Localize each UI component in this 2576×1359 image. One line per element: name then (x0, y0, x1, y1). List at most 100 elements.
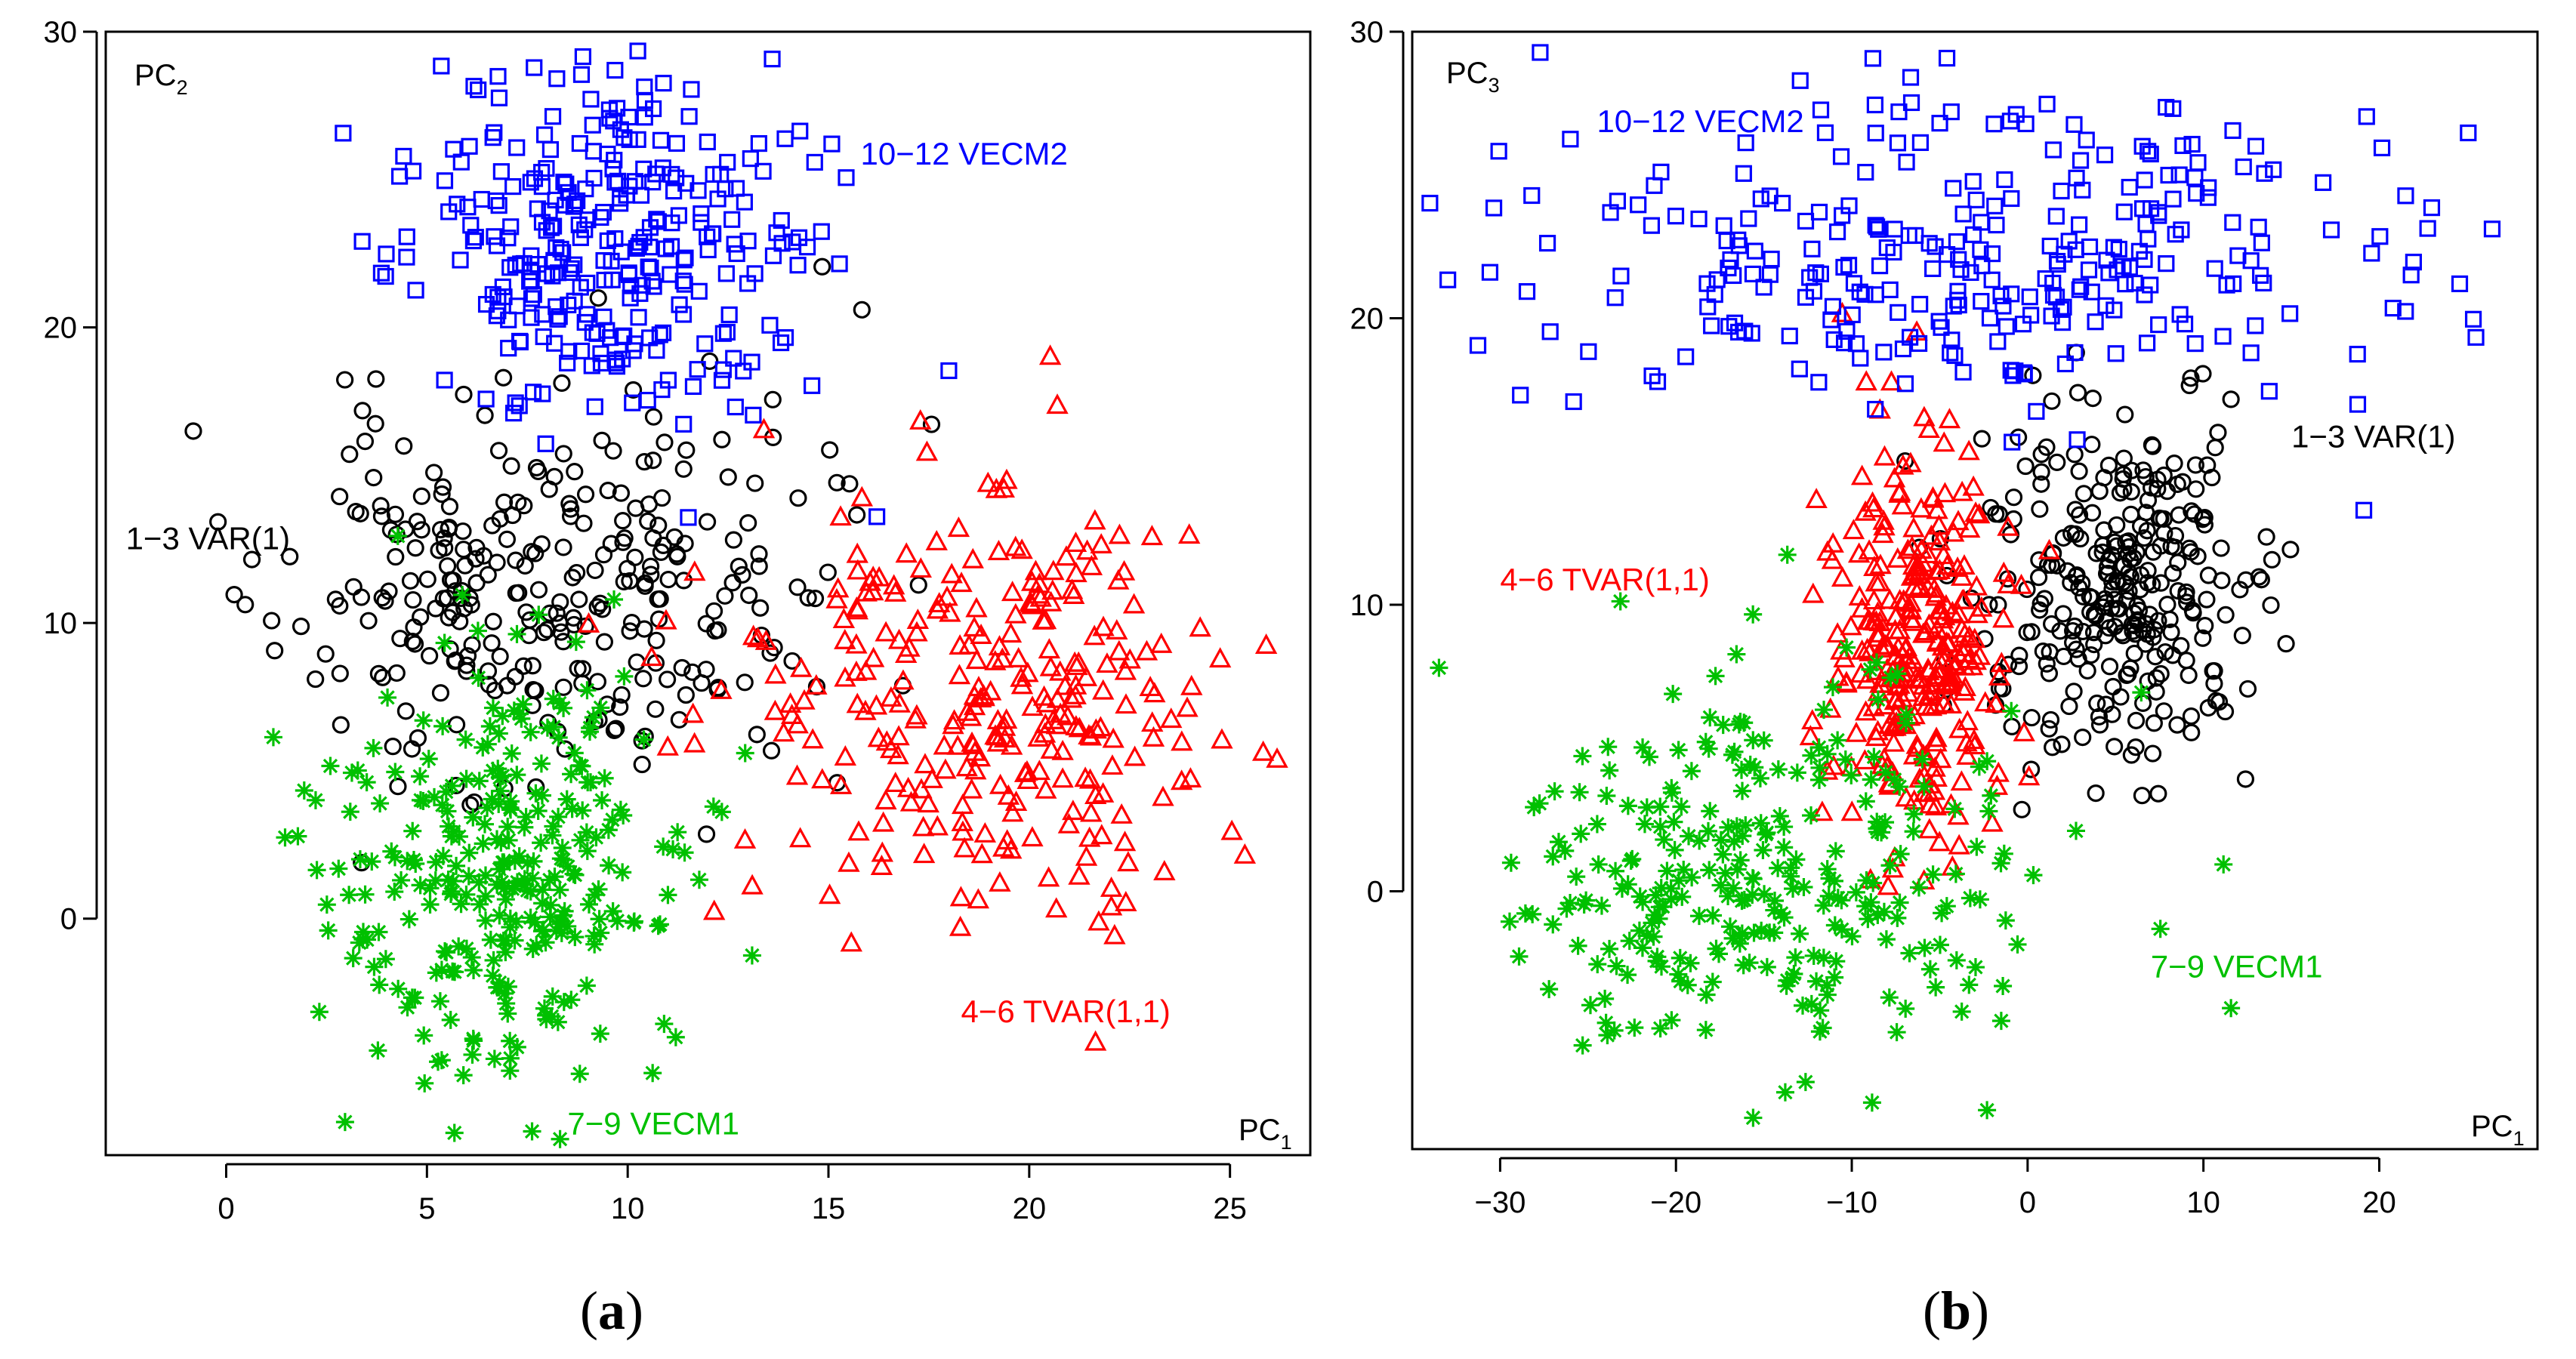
triangle-marker (1938, 408, 1961, 429)
triangle-marker (1821, 548, 1844, 569)
circle-marker (706, 621, 724, 640)
star-marker (437, 782, 455, 801)
circle-marker (2044, 738, 2062, 757)
triangle-marker (1840, 800, 1863, 821)
circle-marker (2139, 672, 2157, 690)
plot-frame-a (104, 30, 1312, 1157)
series-annotation: 4−6 TVAR(1,1) (961, 994, 1170, 1029)
square-marker (2186, 169, 2204, 186)
star-marker (554, 993, 573, 1012)
circle-marker (2199, 566, 2217, 584)
star-marker (454, 1066, 473, 1085)
square-marker (572, 66, 591, 83)
star-marker (1625, 1018, 1644, 1037)
circle-marker (636, 574, 654, 593)
square-marker (791, 122, 809, 140)
star-marker (523, 1122, 541, 1141)
triangle-marker (989, 871, 1011, 892)
star-marker (515, 870, 534, 889)
star-marker (1754, 731, 1773, 750)
triangle-marker (1080, 801, 1103, 822)
star-marker (1701, 802, 1720, 821)
circle-marker (418, 570, 437, 588)
circle-marker (599, 482, 617, 500)
square-marker (1852, 350, 1869, 367)
star-marker (1557, 899, 1576, 918)
square-marker (739, 233, 757, 250)
triangle-marker (1925, 731, 1948, 752)
triangle-marker (1861, 491, 1884, 512)
star-marker (502, 744, 521, 763)
square-marker (1481, 263, 1499, 281)
star-marker (475, 815, 494, 834)
star-marker (1725, 832, 1744, 851)
square-marker (2041, 237, 2059, 254)
square-marker (764, 51, 781, 68)
star-marker (430, 992, 449, 1011)
triangle-marker (1106, 619, 1128, 639)
triangle-marker (1882, 731, 1905, 752)
square-marker (2060, 233, 2078, 250)
star-marker (1877, 763, 1896, 781)
star-marker (1828, 731, 1847, 750)
triangle-marker (818, 883, 841, 904)
circle-marker (636, 727, 654, 745)
square-marker (2206, 260, 2223, 277)
star-marker (1525, 798, 1544, 817)
circle-marker (236, 596, 255, 614)
square-marker (606, 351, 624, 368)
circle-marker (2115, 556, 2133, 575)
square-marker (657, 240, 674, 257)
star-marker (2222, 999, 2241, 1018)
square-marker (1946, 347, 1964, 365)
square-marker (1911, 295, 1929, 313)
square-marker (743, 353, 760, 371)
star-marker (1787, 850, 1806, 869)
circle-marker (740, 586, 758, 605)
circle-marker (2162, 623, 2180, 641)
star-marker (1967, 837, 1986, 856)
star-marker (1914, 777, 1933, 796)
square-marker (470, 81, 487, 99)
x-tick-label: 10 (2186, 1186, 2220, 1219)
star-marker (1960, 975, 1979, 994)
triangle-marker (926, 598, 949, 619)
square-marker (1439, 271, 1457, 288)
square-marker (585, 143, 602, 160)
square-marker (1828, 223, 1846, 241)
square-marker (378, 245, 395, 263)
square-marker (1541, 323, 1559, 341)
circle-marker (448, 716, 466, 734)
circle-marker (440, 518, 458, 537)
star-marker (1661, 879, 1680, 898)
star-marker (540, 871, 559, 889)
square-marker (1812, 265, 1830, 282)
circle-marker (433, 478, 452, 496)
star-marker (547, 921, 566, 940)
square-marker (651, 326, 668, 344)
square-marker (2110, 240, 2127, 258)
series-triangle (577, 344, 1288, 1051)
triangle-marker (1033, 722, 1057, 743)
square-marker (709, 190, 727, 208)
star-marker (1877, 930, 1896, 949)
triangle-marker (1084, 784, 1107, 805)
star-marker (1523, 904, 1542, 923)
triangle-marker (1211, 728, 1233, 749)
square-marker (1845, 275, 1863, 292)
circle-marker (2156, 643, 2174, 661)
square-marker (537, 435, 554, 452)
square-marker (1886, 220, 1903, 238)
triangle-marker (1880, 370, 1903, 391)
star-marker (1673, 887, 1692, 906)
star-marker (317, 895, 336, 914)
star-marker (1786, 948, 1805, 967)
circle-marker (575, 514, 593, 532)
star-marker (2151, 920, 2170, 938)
circle-marker (386, 505, 405, 523)
star-marker (595, 769, 614, 787)
y-tick-label: 10 (44, 607, 78, 640)
square-marker (1485, 199, 1503, 217)
star-marker (1796, 1073, 1815, 1092)
square-marker (699, 241, 717, 259)
